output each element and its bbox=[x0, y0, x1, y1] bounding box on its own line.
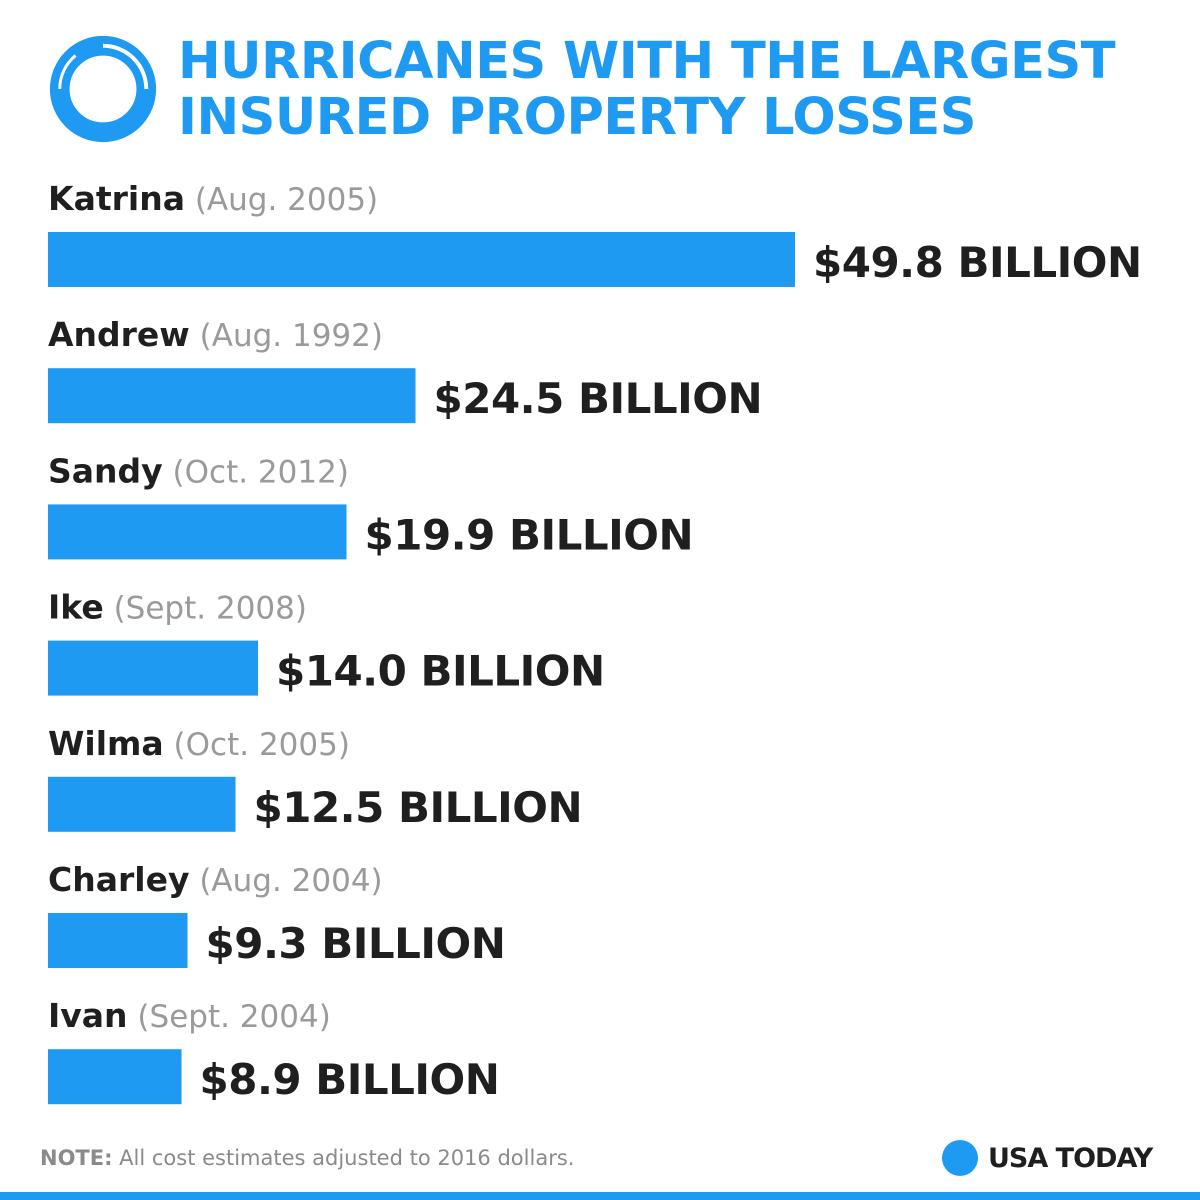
bar bbox=[48, 776, 236, 832]
hurricane-name: Wilma bbox=[48, 724, 164, 763]
footnote: NOTE: All cost estimates adjusted to 201… bbox=[40, 1146, 574, 1170]
value-label: $19.9 BILLION bbox=[365, 510, 694, 559]
category-label: Ivan (Sept. 2004) bbox=[48, 996, 331, 1035]
brand-name: USA TODAY bbox=[988, 1142, 1153, 1174]
hurricane-ring-icon bbox=[49, 35, 157, 143]
bar bbox=[48, 913, 188, 968]
value-label: $49.8 BILLION bbox=[813, 238, 1142, 287]
category-label: Charley (Aug. 2004) bbox=[48, 860, 383, 899]
category-label: Wilma (Oct. 2005) bbox=[48, 724, 350, 763]
bar bbox=[48, 504, 347, 560]
hurricane-name: Sandy bbox=[48, 451, 163, 490]
bar bbox=[48, 232, 795, 287]
note-label: NOTE: bbox=[40, 1146, 113, 1170]
bottom-rule bbox=[0, 1192, 1200, 1200]
brand-logo: USA TODAY bbox=[942, 1140, 1153, 1176]
bar bbox=[48, 1049, 182, 1105]
value-label: $12.5 BILLION bbox=[254, 783, 583, 832]
value-label: $24.5 BILLION bbox=[434, 374, 763, 423]
brand-dot-icon bbox=[942, 1140, 978, 1176]
hurricane-date: (Oct. 2012) bbox=[163, 454, 349, 490]
chart-title: HURRICANES WITH THE LARGEST INSURED PROP… bbox=[178, 32, 1116, 147]
category-label: Andrew (Aug. 1992) bbox=[48, 315, 383, 354]
category-label: Sandy (Oct. 2012) bbox=[48, 451, 349, 490]
bar bbox=[48, 640, 258, 696]
hurricane-date: (Aug. 2005) bbox=[185, 182, 378, 218]
hurricane-name: Andrew bbox=[48, 315, 190, 354]
note-text: All cost estimates adjusted to 2016 doll… bbox=[112, 1146, 575, 1170]
value-label: $8.9 BILLION bbox=[200, 1055, 500, 1104]
hurricane-date: (Aug. 2004) bbox=[189, 863, 382, 899]
hurricane-date: (Sept. 2004) bbox=[128, 999, 331, 1035]
category-label: Ike (Sept. 2008) bbox=[48, 588, 307, 627]
hurricane-name: Ike bbox=[48, 588, 104, 627]
bar bbox=[48, 368, 416, 424]
hurricane-name: Ivan bbox=[48, 996, 128, 1035]
hurricane-name: Charley bbox=[48, 860, 189, 899]
hurricane-name: Katrina bbox=[48, 179, 185, 218]
hurricane-date: (Aug. 1992) bbox=[190, 318, 383, 354]
value-label: $14.0 BILLION bbox=[276, 647, 605, 696]
hurricane-date: (Oct. 2005) bbox=[164, 727, 350, 763]
hurricane-date: (Sept. 2008) bbox=[104, 591, 307, 627]
value-label: $9.3 BILLION bbox=[206, 919, 506, 968]
category-label: Katrina (Aug. 2005) bbox=[48, 179, 378, 218]
